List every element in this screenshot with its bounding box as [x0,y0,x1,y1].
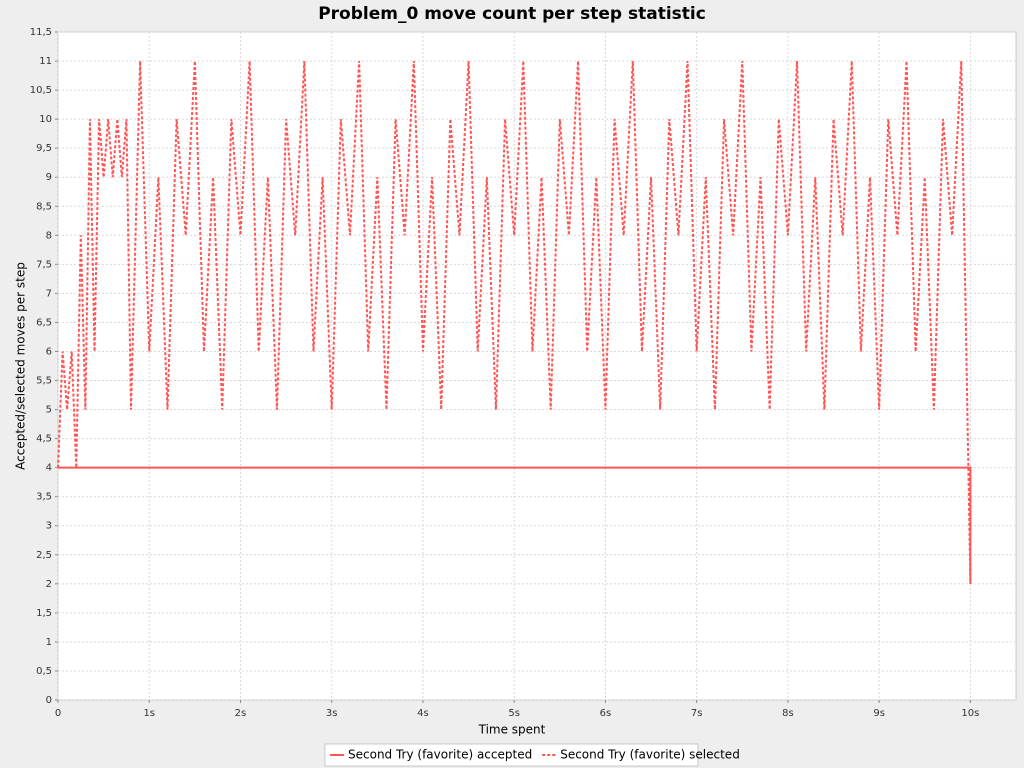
x-tick-label: 1s [143,708,155,719]
x-tick-label: 4s [417,708,429,719]
y-tick-label: 3 [46,521,52,532]
y-tick-label: 7,5 [36,259,52,270]
y-axis-label: Accepted/selected moves per step [14,262,28,470]
x-axis-label: Time spent [478,723,546,737]
y-tick-label: 7 [46,288,52,299]
x-tick-label: 6s [600,708,612,719]
legend-label: Second Try (favorite) selected [560,748,740,762]
y-tick-label: 11 [39,56,52,67]
y-tick-label: 2,5 [36,550,52,561]
y-tick-label: 6 [46,346,52,357]
y-tick-label: 8 [46,230,52,241]
x-tick-label: 3s [326,708,338,719]
chart-title: Problem_0 move count per step statistic [318,4,706,24]
y-tick-label: 9,5 [36,143,52,154]
y-tick-label: 6,5 [36,317,52,328]
plot-area [57,31,1017,701]
y-tick-label: 0 [46,695,52,706]
x-tick-label: 0 [55,708,61,719]
series-line [57,60,972,584]
x-tick-label: 2s [235,708,247,719]
y-tick-label: 4,5 [36,434,52,445]
x-tick-label: 7s [691,708,703,719]
x-tick-label: 5s [508,708,520,719]
y-tick-label: 8,5 [36,201,52,212]
y-tick-label: 1,5 [36,608,52,619]
y-tick-label: 1 [46,637,52,648]
y-tick-label: 10,5 [30,85,52,96]
y-tick-label: 11,5 [30,27,52,38]
y-tick-label: 4 [46,463,52,474]
x-tick-label: 8s [782,708,794,719]
y-tick-label: 5,5 [36,376,52,387]
y-tick-label: 0,5 [36,666,52,677]
y-tick-label: 10 [39,114,52,125]
y-tick-label: 9 [46,172,52,183]
y-tick-label: 2 [46,579,52,590]
y-tick-label: 5 [46,405,52,416]
series-line [58,466,972,584]
y-tick-label: 3,5 [36,492,52,503]
x-tick-label: 9s [873,708,885,719]
legend-label: Second Try (favorite) accepted [348,748,532,762]
x-tick-label: 10s [961,708,979,719]
legend-box [324,743,699,767]
